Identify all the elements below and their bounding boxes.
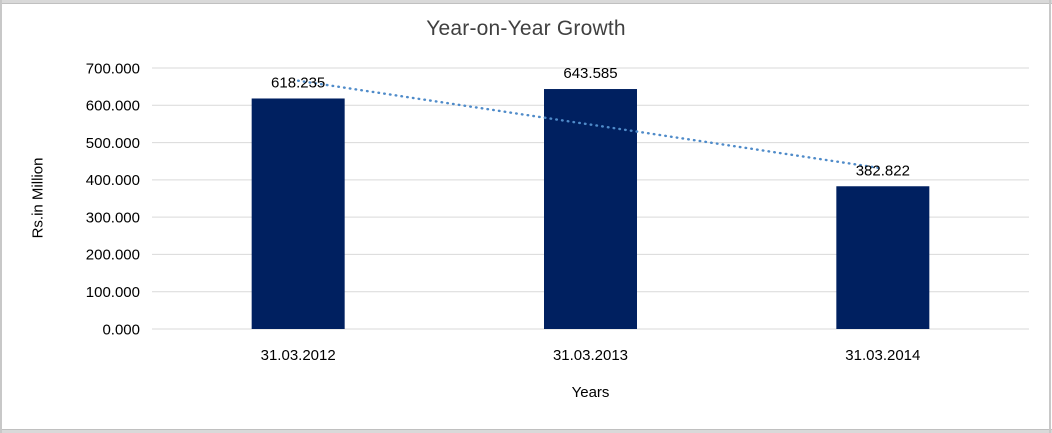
frame-edge-top — [0, 0, 1052, 4]
y-tick-label: 100.000 — [86, 284, 140, 301]
bar — [251, 98, 345, 329]
x-tick-label: 31.03.2013 — [553, 347, 628, 364]
x-tick-label: 31.03.2012 — [261, 347, 336, 364]
x-tick-label: 31.03.2014 — [845, 347, 920, 364]
x-axis-title: Years — [571, 384, 610, 401]
y-tick-label: 200.000 — [86, 247, 140, 264]
data-label: 618.235 — [271, 74, 325, 91]
data-label: 382.822 — [856, 162, 910, 179]
y-tick-label: 500.000 — [86, 135, 140, 152]
chart-title: Year-on-Year Growth — [426, 17, 626, 40]
bar — [544, 89, 637, 330]
frame-edge-left — [0, 0, 2, 433]
y-tick-label: 400.000 — [86, 172, 140, 189]
data-label: 643.585 — [563, 65, 617, 82]
y-tick-label: 0.000 — [102, 321, 140, 338]
bar — [836, 186, 930, 329]
y-tick-label: 600.000 — [86, 98, 140, 115]
frame-edge-right — [1049, 0, 1051, 433]
frame-edge-bottom — [0, 429, 1052, 433]
y-tick-label: 300.000 — [86, 209, 140, 226]
y-tick-label: 700.000 — [86, 60, 140, 77]
trendline — [296, 79, 885, 170]
